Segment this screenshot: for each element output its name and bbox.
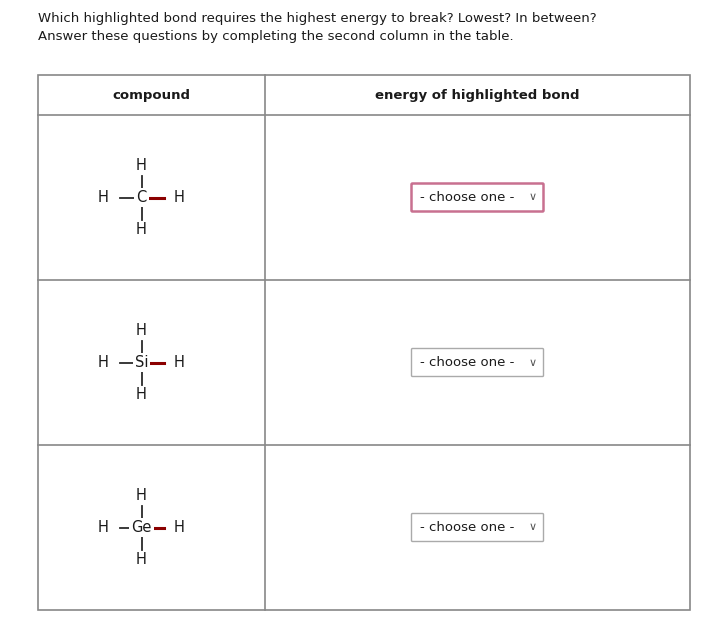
Text: H: H [174, 520, 185, 535]
Bar [38, 75, 690, 610]
Text: energy of highlighted bond: energy of highlighted bond [375, 88, 579, 102]
Text: H: H [136, 552, 147, 567]
Text: ∨: ∨ [529, 523, 537, 533]
Text: Which highlighted bond requires the highest energy to break? Lowest? In between?: Which highlighted bond requires the high… [38, 12, 597, 25]
Text: H: H [136, 222, 147, 237]
Text: - choose one -: - choose one - [421, 356, 515, 369]
Text: Answer these questions by completing the second column in the table.: Answer these questions by completing the… [38, 30, 514, 43]
Text: ∨: ∨ [529, 358, 537, 368]
FancyBboxPatch shape [411, 513, 544, 541]
Text: compound: compound [113, 88, 191, 102]
Text: C: C [136, 190, 146, 205]
Text: H: H [136, 323, 147, 338]
Text: - choose one -: - choose one - [421, 521, 515, 534]
Text: H: H [136, 158, 147, 173]
Text: Si: Si [135, 355, 149, 370]
Text: ∨: ∨ [529, 193, 537, 202]
Text: H: H [174, 190, 185, 205]
Text: H: H [174, 355, 185, 370]
Text: H: H [98, 520, 109, 535]
Text: H: H [98, 190, 109, 205]
Text: Ge: Ge [131, 520, 151, 535]
Text: H: H [98, 355, 109, 370]
Text: H: H [136, 387, 147, 402]
FancyBboxPatch shape [411, 348, 544, 376]
Text: - choose one -: - choose one - [421, 191, 515, 204]
FancyBboxPatch shape [411, 184, 544, 211]
Text: H: H [136, 488, 147, 503]
